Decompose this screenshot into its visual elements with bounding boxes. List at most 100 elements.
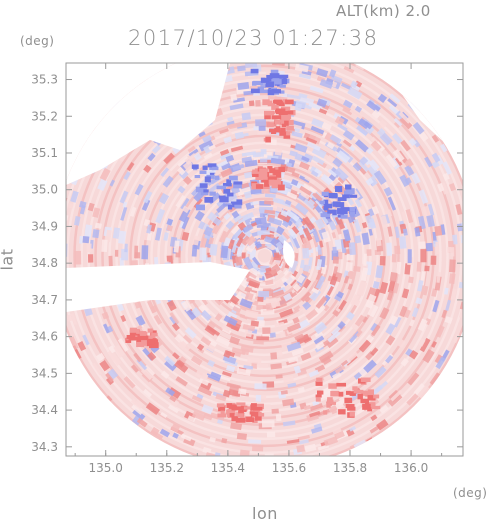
- echo-cell: [56, 205, 64, 218]
- echo-cell: [223, 349, 232, 359]
- echo-cell: [166, 300, 177, 312]
- echo-cell: [244, 43, 251, 49]
- echo-cell: [323, 374, 333, 382]
- echo-cell: [214, 49, 220, 54]
- echo-cell: [349, 304, 358, 314]
- strong-echo-cell: [262, 176, 268, 180]
- echo-cell: [205, 257, 212, 263]
- echo-cell: [242, 323, 256, 332]
- strong-echo-cell: [283, 110, 294, 115]
- echo-cell: [197, 386, 213, 397]
- echo-cell: [353, 299, 361, 307]
- echo-cell: [191, 55, 199, 61]
- strong-negative-cell: [200, 189, 209, 196]
- echo-cell: [178, 340, 191, 353]
- echo-cell: [342, 139, 352, 148]
- y-tick-label: 35.0: [31, 183, 58, 197]
- echo-cell: [196, 343, 205, 351]
- echo-cell: [300, 291, 312, 302]
- echo-cell: [206, 373, 221, 382]
- strong-echo-cell: [275, 108, 286, 115]
- strong-echo-cell: [360, 398, 370, 404]
- echo-cell: [365, 293, 377, 309]
- echo-cell: [163, 169, 175, 181]
- y-tick-label: 34.6: [31, 330, 58, 344]
- strong-negative-cell: [207, 163, 217, 168]
- echo-cell: [302, 236, 312, 251]
- echo-cell: [379, 281, 389, 295]
- strong-echo-cell: [282, 99, 288, 103]
- echo-cell: [250, 188, 262, 195]
- echo-cell: [291, 348, 304, 357]
- echo-cell: [270, 363, 282, 370]
- echo-cell: [450, 247, 455, 257]
- echo-cell: [328, 220, 337, 231]
- echo-cell: [109, 352, 122, 366]
- echo-cell: [329, 134, 342, 145]
- echo-cell: [264, 193, 276, 198]
- echo-cell: [280, 210, 289, 218]
- echo-cell: [92, 229, 100, 239]
- echo-cell: [92, 207, 101, 218]
- echo-cell: [248, 272, 257, 279]
- echo-cell: [300, 352, 312, 361]
- echo-cell: [385, 154, 398, 168]
- echo-cell: [303, 404, 311, 411]
- echo-cell: [237, 215, 249, 225]
- strong-echo-cell: [287, 119, 294, 126]
- echo-cell: [340, 289, 349, 299]
- echo-cell: [59, 218, 64, 224]
- strong-echo-cell: [253, 406, 263, 411]
- x-tick-label: 135.8: [333, 461, 367, 475]
- strong-echo-cell: [275, 126, 281, 132]
- x-axis-unit: (deg): [453, 486, 488, 500]
- echo-cell: [334, 215, 346, 230]
- echo-cell: [183, 391, 191, 398]
- echo-cell: [322, 304, 330, 312]
- strong-negative-cell: [253, 80, 263, 86]
- strong-echo-cell: [216, 403, 225, 407]
- echo-cell: [379, 132, 393, 146]
- echo-cell: [345, 311, 355, 321]
- echo-cell: [398, 111, 411, 124]
- echo-cell: [123, 171, 131, 181]
- echo-cell: [408, 137, 417, 147]
- strong-echo-cell: [371, 405, 381, 410]
- echo-cell: [235, 237, 244, 247]
- echo-cell: [334, 115, 345, 126]
- strong-echo-cell: [229, 413, 235, 417]
- echo-cell: [287, 356, 299, 364]
- echo-cell: [323, 436, 339, 447]
- echo-cell: [407, 249, 412, 264]
- echo-cell: [287, 322, 302, 333]
- echo-cell: [201, 404, 214, 415]
- echo-cell: [232, 213, 243, 223]
- echo-cell: [243, 190, 252, 199]
- echo-cell: [105, 229, 112, 243]
- strong-negative-cell: [337, 197, 347, 201]
- echo-cell: [286, 162, 293, 168]
- echo-cell: [353, 265, 361, 273]
- observation-timestamp: 2017/10/23 01:27:38: [128, 26, 379, 50]
- echo-cell: [384, 358, 393, 368]
- strong-echo-cell: [125, 338, 132, 343]
- echo-cell: [112, 227, 121, 239]
- echo-cell: [405, 348, 414, 357]
- echo-cell: [198, 131, 206, 138]
- echo-cell: [178, 169, 189, 180]
- strong-echo-cell: [133, 332, 139, 337]
- echo-cell: [214, 452, 221, 456]
- echo-cell: [443, 287, 449, 295]
- echo-cell: [282, 420, 296, 427]
- echo-cell: [371, 324, 381, 337]
- strong-echo-cell: [330, 390, 340, 397]
- echo-cell: [337, 320, 346, 330]
- strong-negative-cell: [251, 81, 257, 86]
- echo-cell: [296, 333, 310, 345]
- echo-cell: [299, 175, 311, 184]
- echo-cell: [418, 131, 429, 142]
- echo-cell: [432, 299, 440, 313]
- echo-cell: [399, 115, 413, 130]
- echo-cell: [240, 229, 253, 242]
